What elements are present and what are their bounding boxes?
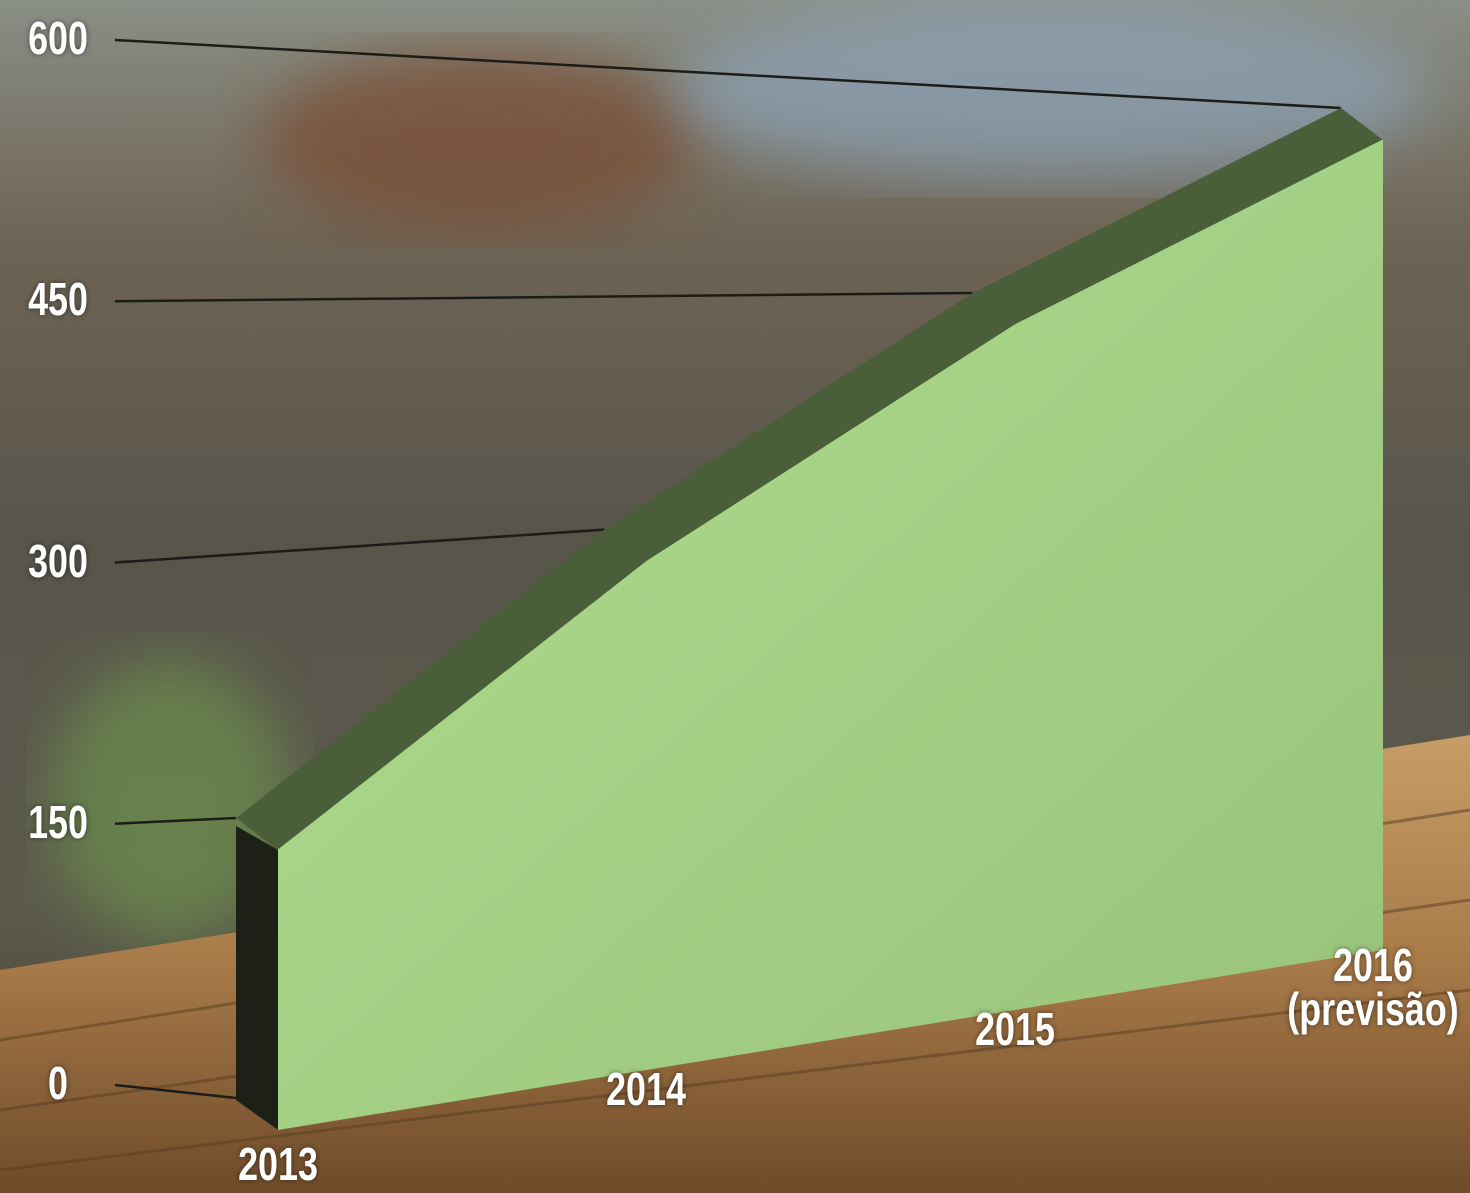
chart — [0, 0, 1470, 1193]
y-tick-label: 450 — [15, 277, 101, 321]
x-tick-label: 2014 — [584, 1067, 709, 1111]
x-tick-label: 2013 — [216, 1142, 341, 1186]
area-left-side — [236, 826, 278, 1130]
y-tick-label: 600 — [15, 16, 101, 60]
y-tick-label: 0 — [15, 1061, 101, 1105]
x-tick-label: 2015 — [952, 1007, 1077, 1051]
page: {"chart_data": {"type": "area", "categor… — [0, 0, 1470, 1193]
y-tick-label: 150 — [15, 800, 101, 844]
x-tick-label: 2016 (previsão) — [1283, 943, 1462, 1031]
y-tick-label: 300 — [15, 539, 101, 583]
